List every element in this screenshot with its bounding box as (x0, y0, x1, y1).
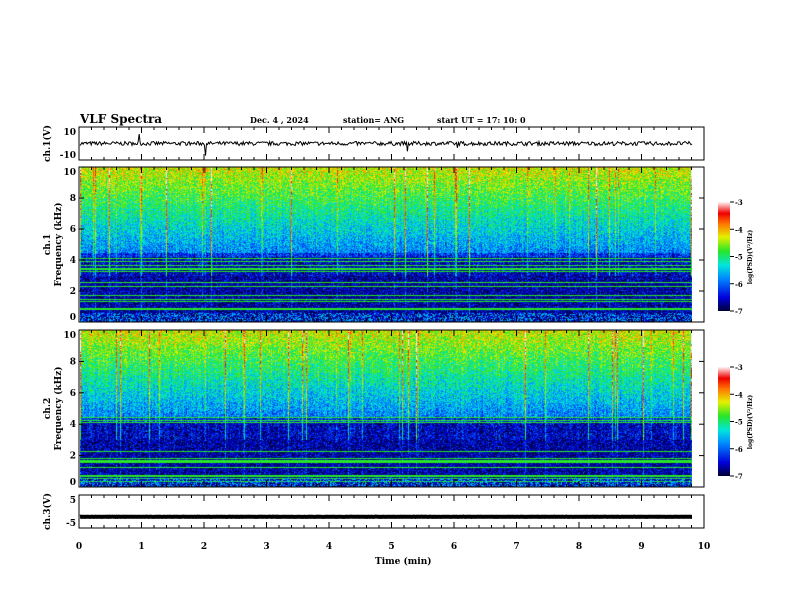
y-tick-label: -5 (66, 519, 76, 529)
y-tick-label: 4 (70, 420, 76, 430)
x-tick-label: 0 (76, 542, 82, 552)
colorbar-tick-label: -3 (735, 363, 743, 372)
y-axis-label: ch.3(V) (42, 493, 53, 530)
colorbar-tick-label: -7 (735, 472, 743, 481)
colorbar-label: log(PSD)(V²/Hz) (747, 230, 754, 285)
y-axis-label: Frequency (kHz) (53, 366, 64, 450)
colorbar-tick-label: -5 (735, 253, 743, 262)
station-label: station= ANG (343, 115, 404, 125)
x-tick-label: 4 (326, 542, 332, 552)
ch2-spectrogram-frame (78, 329, 705, 488)
colorbar-tick-label: -5 (735, 418, 743, 427)
y-tick-label: 5 (70, 496, 76, 506)
colorbar-label: log(PSD)(V²/Hz) (747, 395, 754, 450)
y-tick-label: 4 (70, 256, 76, 266)
ch1-waveform-trace (79, 133, 693, 156)
x-tick-label: 3 (263, 542, 269, 552)
x-tick-label: 1 (138, 542, 144, 552)
y-tick-label: -10 (60, 151, 76, 161)
y-tick-label: 6 (70, 225, 76, 235)
y-tick-label: 2 (70, 287, 76, 297)
x-tick-label: 9 (638, 542, 644, 552)
colorbar-tick-label: -6 (735, 280, 743, 289)
y-axis-label: ch.2 (43, 398, 53, 419)
colorbar-tick-label: -4 (735, 390, 743, 399)
y-tick-label: 10 (63, 168, 76, 178)
y-tick-label: 6 (70, 389, 76, 399)
ch2-spectrogram-image (80, 330, 692, 487)
y-axis-label: Frequency (kHz) (53, 202, 64, 286)
y-tick-label: 8 (70, 357, 76, 367)
colorbar-tick-label: -6 (735, 445, 743, 454)
x-tick-label: 5 (388, 542, 394, 552)
colorbar-tick-label: -7 (735, 307, 743, 316)
y-axis-label: ch.1(V) (42, 125, 53, 162)
x-axis-label: Time (min) (375, 556, 432, 567)
start-time-label: start UT = 17: 10: 0 (437, 115, 526, 125)
y-tick-label: 2 (70, 452, 76, 462)
x-tick-label: 6 (451, 542, 457, 552)
ch1-spectrogram-image (80, 167, 692, 322)
x-tick-label: 10 (698, 542, 711, 552)
y-tick-label: 0 (70, 313, 76, 323)
x-tick-label: 7 (513, 542, 519, 552)
colorbar-tick-label: -3 (735, 198, 743, 207)
y-tick-label: 8 (70, 194, 76, 204)
ch1-colorbar (718, 202, 730, 311)
y-tick-label: 0 (70, 478, 76, 488)
colorbar-tick-label: -4 (735, 225, 743, 234)
chart-title: VLF Spectra (79, 112, 162, 126)
y-axis-label: ch.1 (43, 234, 53, 255)
y-tick-label: 10 (63, 128, 76, 138)
ch1-spectrogram-frame (78, 166, 705, 323)
x-tick-label: 8 (576, 542, 582, 552)
x-tick-label: 2 (201, 542, 207, 552)
ch2-colorbar (718, 367, 730, 476)
date-label: Dec. 4 , 2024 (250, 115, 309, 125)
y-tick-label: 10 (63, 331, 76, 341)
